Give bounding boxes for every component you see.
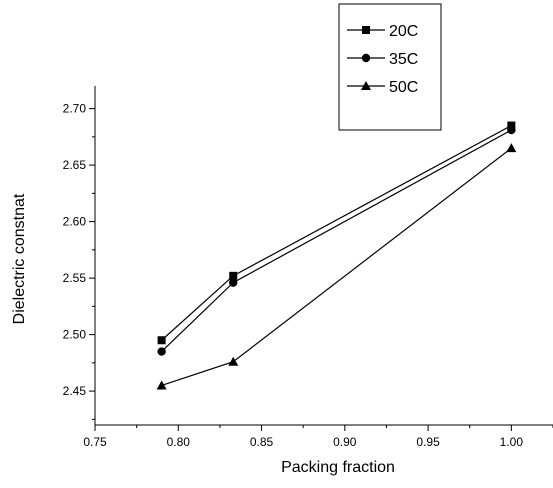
data-point-20c	[229, 271, 238, 280]
tick-marks: 0.75 0.80 0.85 0.90 0.95 1.00 2.45 2.50 2.55 2.60…	[63, 102, 553, 449]
legend: 20C 35C 50C	[338, 3, 442, 131]
legend-item-35c: 35C	[347, 51, 418, 68]
series-20c	[157, 121, 516, 345]
x-tick-label: 0.95	[416, 435, 440, 449]
series-line-35c	[161, 129, 512, 352]
legend-label-20c: 20C	[389, 23, 418, 40]
x-tick-label: 0.85	[250, 435, 274, 449]
y-tick-label: 2.45	[63, 384, 87, 398]
y-axis-label: Dielectric constnat	[11, 193, 28, 324]
data-point-20c	[507, 121, 516, 130]
data-point-35c	[157, 347, 166, 356]
data-point-20c	[157, 336, 166, 345]
legend-label-50c: 50C	[389, 79, 418, 96]
data-point-35c	[507, 125, 516, 135]
series-group	[156, 121, 517, 390]
legend-marker-20c	[362, 26, 370, 34]
x-tick-label: 0.90	[333, 435, 357, 449]
y-tick-label: 2.60	[63, 215, 87, 229]
series-50c	[156, 143, 517, 390]
data-point-50c	[228, 356, 239, 366]
y-tick-label: 2.65	[63, 158, 87, 172]
data-point-50c	[506, 143, 517, 153]
series-line-50c	[161, 147, 512, 387]
legend-label-35c: 35C	[389, 51, 418, 68]
x-axis-label: Packing fraction	[281, 459, 395, 476]
legend-item-50c: 50C	[347, 79, 418, 96]
legend-item-20c: 20C	[347, 23, 418, 40]
series-35c	[157, 125, 516, 356]
x-tick-label: 0.80	[167, 435, 191, 449]
axes	[94, 86, 553, 426]
x-tick-label: 0.75	[83, 435, 107, 449]
data-point-35c	[229, 278, 238, 287]
data-point-50c	[156, 380, 167, 390]
y-tick-label: 2.70	[63, 102, 87, 116]
x-tick-label: 1.00	[500, 435, 524, 449]
legend-box	[338, 3, 442, 131]
legend-marker-35c	[361, 53, 371, 63]
y-tick-label: 2.55	[63, 271, 87, 285]
y-tick-label: 2.50	[63, 328, 87, 342]
series-line-20c	[161, 125, 512, 341]
legend-marker-50c	[361, 81, 371, 90]
